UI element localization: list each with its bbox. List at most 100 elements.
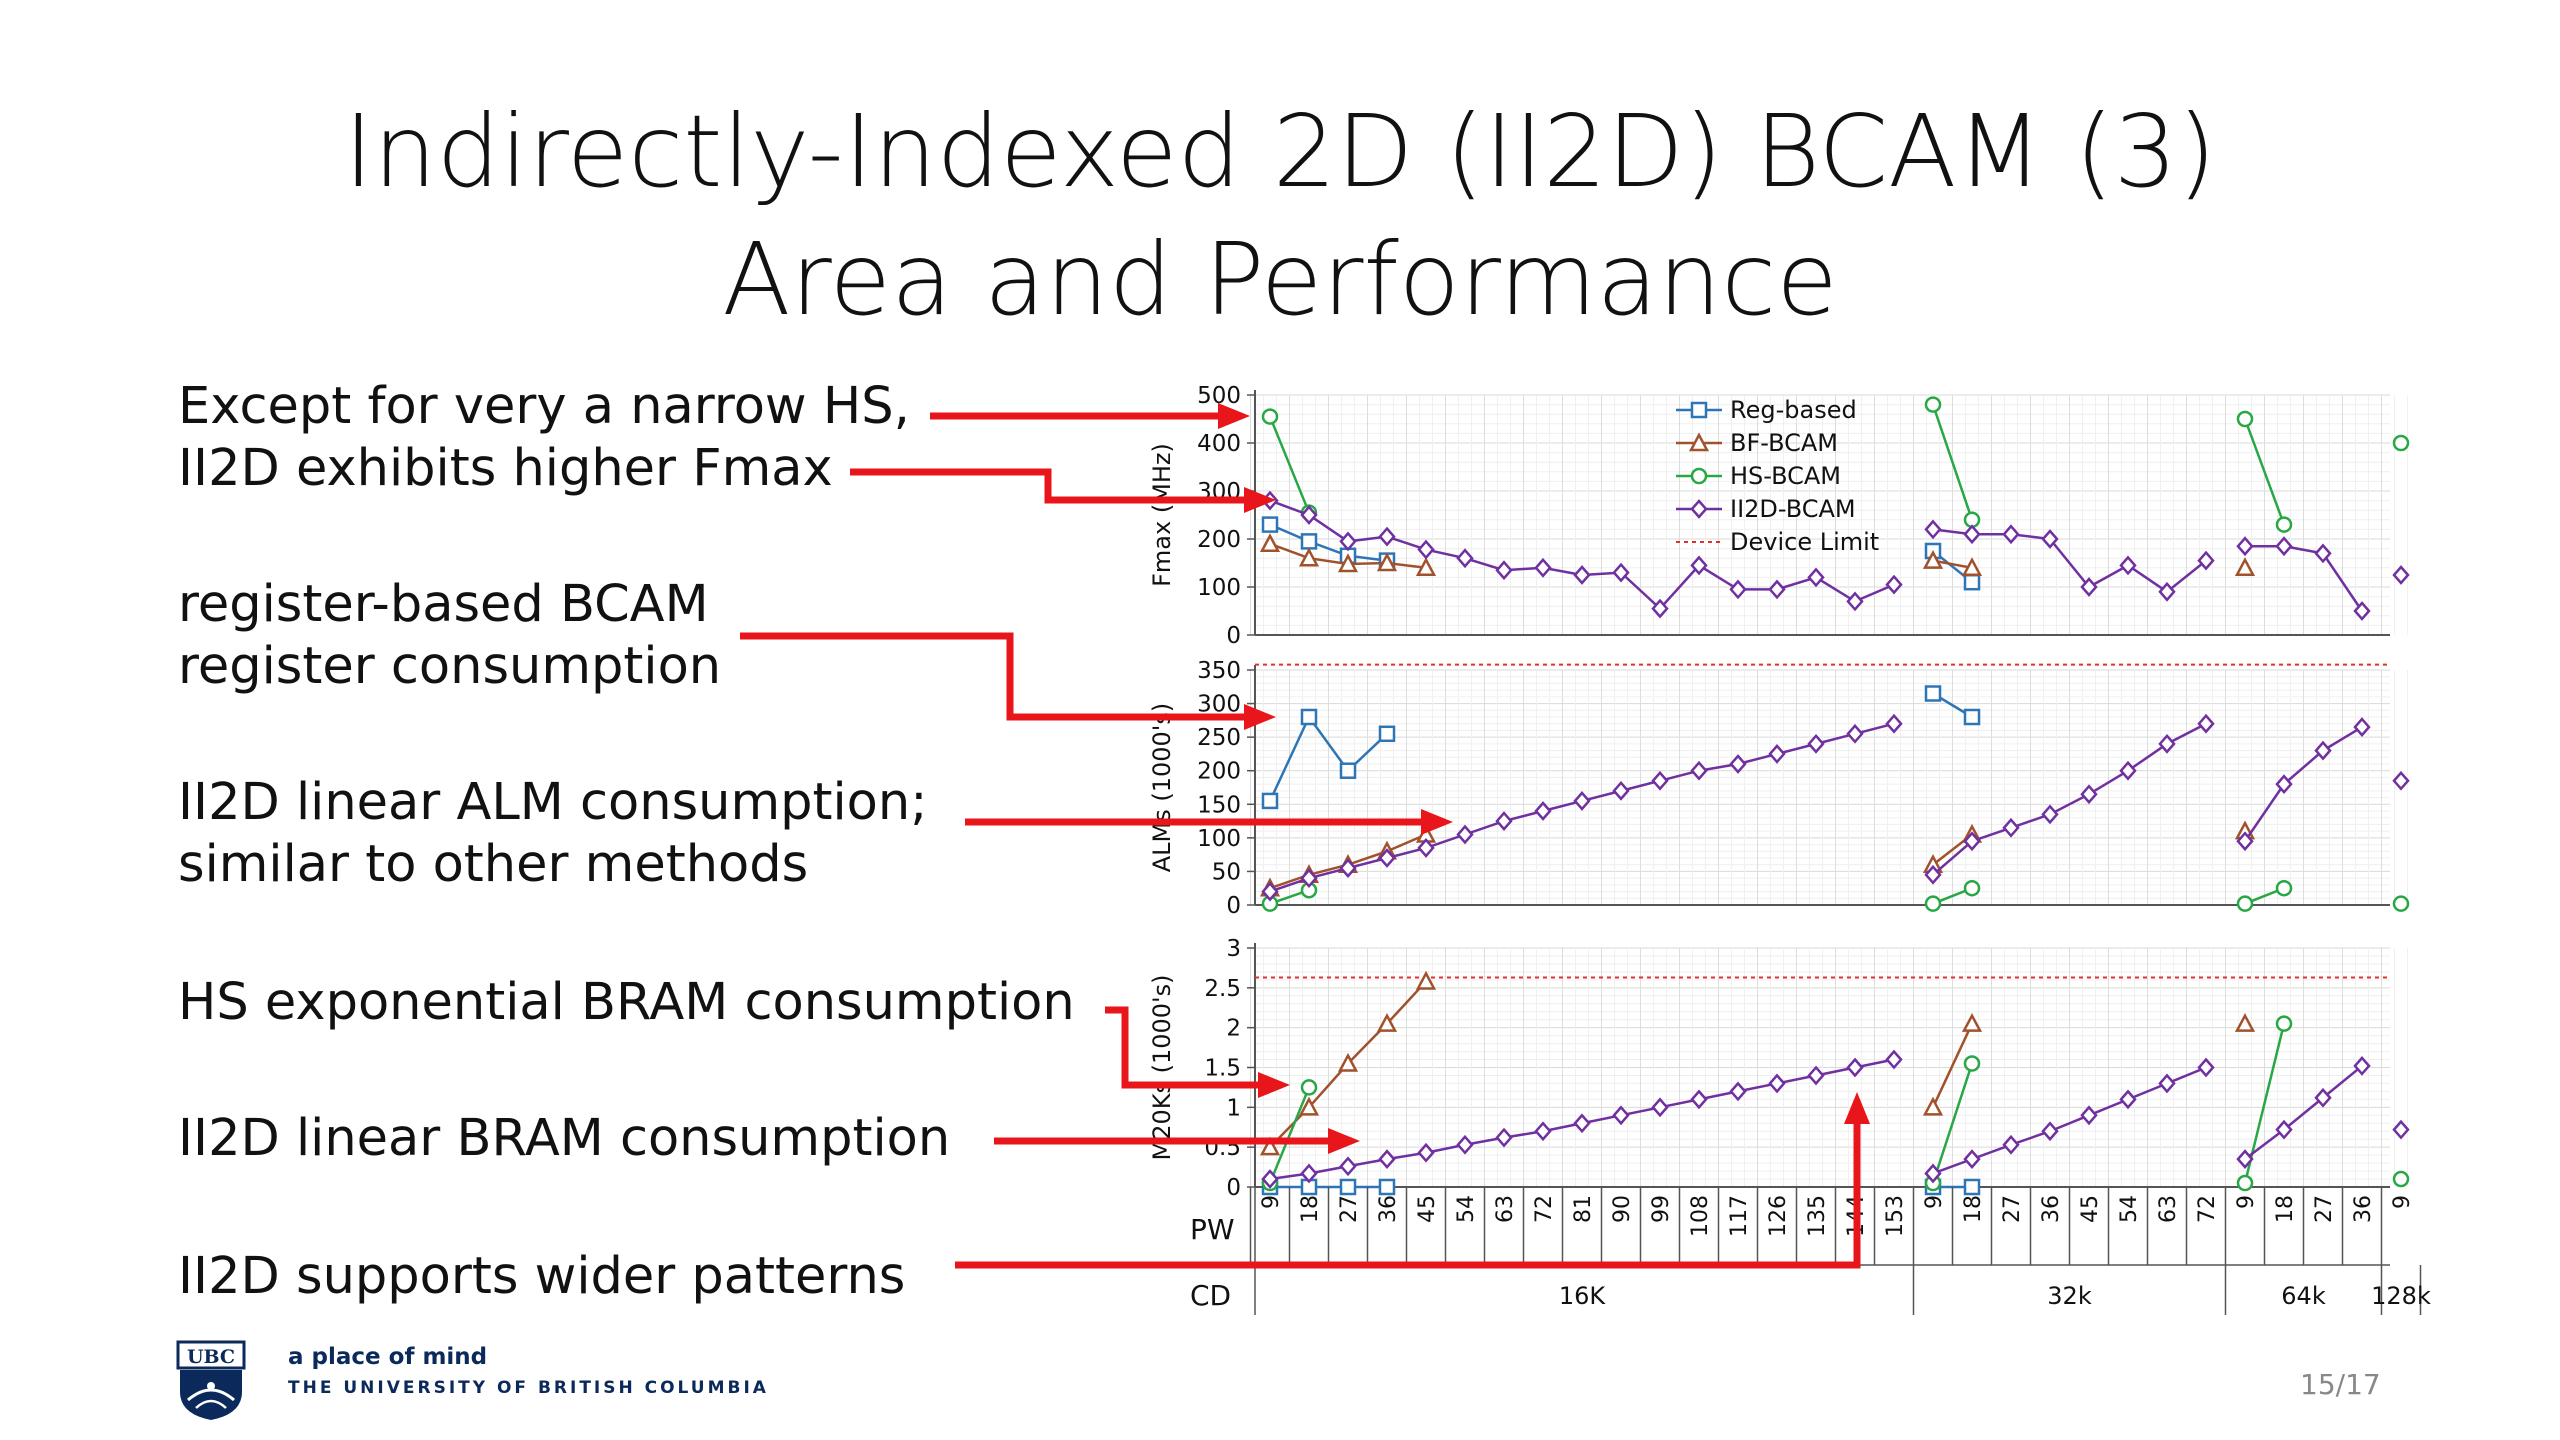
- ii2d-bcam-point: [1651, 770, 1669, 791]
- hs-bcam-point: [2236, 410, 2254, 428]
- bf-bcam-point: [1922, 1096, 1944, 1116]
- arrow-hs-bram-head: [1258, 1072, 1290, 1098]
- legend-label: Reg-based: [1730, 396, 1857, 424]
- ii2d-bcam-point: [1573, 565, 1591, 585]
- legend-label: Device Limit: [1730, 528, 1879, 556]
- arrow-ii2d-fmax: [850, 468, 1268, 504]
- x-tick-label: 90: [1610, 1195, 1635, 1223]
- y-tick-label: 1: [1226, 1095, 1241, 1121]
- legend-label: II2D-BCAM: [1730, 495, 1856, 523]
- hs-bcam-line: [1268, 1086, 1311, 1184]
- arrow-hs-bram: [1105, 1006, 1282, 1089]
- ii2d-bcam-point: [1807, 733, 1825, 754]
- bf-bcam-point: [1337, 553, 1359, 573]
- reg-based-point: [1300, 708, 1318, 726]
- y-axis-label: Fmax (MHz): [1148, 443, 1176, 587]
- x-tick-label: 36: [2351, 1195, 2376, 1223]
- bf-bcam-point: [1259, 1136, 1281, 1156]
- ii2d-bcam-point: [1924, 864, 1942, 885]
- ii2d-bcam-point: [2080, 577, 2098, 597]
- x-tick-label: 9: [1922, 1195, 1947, 1209]
- ii2d-bcam-point: [1612, 1105, 1630, 1126]
- y-tick-label: 350: [1197, 658, 1241, 684]
- ii2d-bcam-line: [2245, 544, 2364, 612]
- bf-bcam-point: [1376, 552, 1398, 572]
- ubc-badge-text: UBC: [187, 1346, 235, 1368]
- ii2d-bcam-point: [2158, 1073, 2176, 1094]
- ii2d-bcam-point: [1339, 858, 1357, 878]
- bf-bcam-line: [1932, 559, 1973, 570]
- hs-bcam-line: [1931, 1063, 1974, 1184]
- ii2d-bcam-point: [1495, 1127, 1513, 1148]
- reg-based-point: [1963, 708, 1981, 726]
- hs-bcam-point: [1924, 895, 1942, 912]
- y-tick-label: 200: [1197, 759, 1241, 785]
- group-label: 64k: [2281, 1282, 2326, 1310]
- ii2d-bcam-point: [1378, 526, 1396, 547]
- hs-bcam-point: [2392, 1170, 2410, 1188]
- x-tick-label: 9: [2390, 1195, 2415, 1209]
- ii2d-bcam-point: [1612, 780, 1630, 801]
- x-row2-label: CD: [1190, 1279, 1231, 1312]
- bullet-alm-1: II2D linear ALM consumption;: [178, 773, 928, 832]
- x-tick-label: 135: [1805, 1195, 1830, 1237]
- ii2d-bcam-point: [1768, 744, 1786, 764]
- x-tick-label: 72: [1532, 1195, 1557, 1223]
- ii2d-bcam-point: [1339, 1156, 1357, 1177]
- x-tick-label: 45: [2078, 1195, 2103, 1223]
- hs-bcam-line: [1268, 416, 1311, 514]
- hs-bcam-line: [2243, 1023, 2286, 1184]
- x-tick-label: 117: [1727, 1195, 1752, 1237]
- reg-based-line: [1268, 714, 1388, 802]
- bf-bcam-point: [1298, 547, 1320, 567]
- bullet-fmax-1: Except for very a narrow HS,: [178, 377, 910, 436]
- ii2d-bcam-point: [2314, 543, 2332, 564]
- ii2d-bcam-point: [1768, 579, 1786, 600]
- ii2d-bcam-point: [1300, 868, 1318, 889]
- hs-bcam-line: [2243, 418, 2286, 526]
- bf-bcam-line: [1931, 1023, 1974, 1108]
- bullet-reg-2: register consumption: [178, 637, 722, 696]
- ii2d-bcam-point: [1417, 1142, 1435, 1163]
- ii2d-bcam-point: [1963, 831, 1981, 852]
- x-tick-label: 18: [1961, 1195, 1986, 1223]
- bullet-alm-2: similar to other methods: [178, 835, 809, 894]
- arrow-ii2d-bram-head: [1328, 1128, 1360, 1154]
- reg-based-line: [1269, 523, 1388, 562]
- ii2d-bcam-point: [1573, 1113, 1591, 1134]
- reg-based-point: [1924, 685, 1942, 702]
- ii2d-bcam-point: [1846, 591, 1864, 612]
- ii2d-bcam-point: [1534, 1121, 1552, 1142]
- x-tick-label: 9: [2234, 1195, 2259, 1209]
- ii2d-bcam-point: [1534, 557, 1552, 578]
- ii2d-bcam-point: [2353, 717, 2371, 737]
- x-tick-label: 153: [1883, 1195, 1908, 1237]
- hs-bcam-point: [1261, 408, 1279, 425]
- x-tick-label: 45: [1415, 1195, 1440, 1223]
- y-axis-label: M20Ks (1000's): [1148, 974, 1176, 1160]
- y-tick-label: 2.5: [1204, 976, 1241, 1002]
- hs-bcam-point: [2275, 516, 2293, 533]
- ii2d-bcam-point: [1261, 1169, 1279, 1189]
- hs-bcam-point: [2236, 895, 2254, 912]
- ii2d-bcam-point: [1378, 848, 1396, 868]
- reg-based-point: [1963, 1178, 1981, 1196]
- y-tick-label: 0: [1226, 623, 1241, 649]
- ii2d-bcam-point: [1651, 598, 1669, 619]
- ii2d-bcam-point: [2041, 529, 2059, 549]
- bf-bcam-point: [1376, 1013, 1398, 1032]
- x-tick-label: 63: [2156, 1195, 2181, 1223]
- x-tick-label: 126: [1766, 1195, 1791, 1237]
- ii2d-bcam-point: [1378, 1149, 1396, 1170]
- y-tick-label: 250: [1197, 725, 1241, 751]
- page-number: 15/17: [2300, 1368, 2381, 1401]
- ii2d-bcam-point: [1729, 754, 1747, 774]
- ii2d-bcam-point: [1495, 811, 1513, 831]
- slide-title-line2: Area and Performance: [722, 221, 1838, 338]
- x-tick-label: 27: [2312, 1195, 2337, 1223]
- bf-bcam-point: [1298, 1096, 1320, 1116]
- ii2d-bcam-point: [1807, 1065, 1825, 1086]
- legend-hs-marker: [1690, 467, 1708, 485]
- hs-bcam-point: [1300, 1079, 1318, 1096]
- ii2d-bcam-point: [1417, 838, 1435, 858]
